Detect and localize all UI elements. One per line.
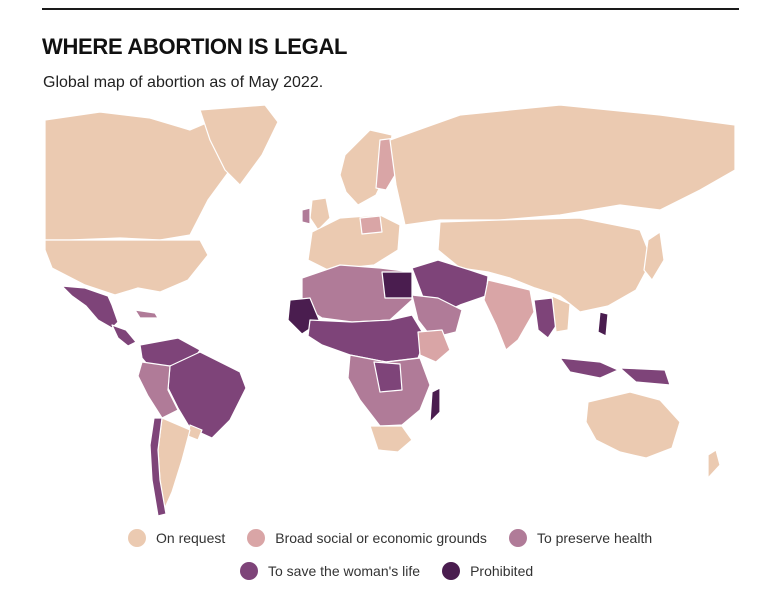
region-mexico <box>61 285 119 329</box>
legend-label: To preserve health <box>536 530 653 546</box>
legend-item-preserve-health: To preserve health <box>508 529 653 547</box>
region-japan <box>643 231 665 281</box>
region-caribbean <box>134 309 159 319</box>
region-philippines <box>597 311 609 337</box>
region-india <box>483 279 535 351</box>
page-subtitle: Global map of abortion as of May 2022. <box>43 74 324 91</box>
world-map <box>44 104 736 517</box>
region-thailand-vietnam <box>551 295 571 333</box>
legend-item-save-life: To save the woman's life <box>240 562 420 580</box>
legend-label: To save the woman's life <box>268 563 421 579</box>
region-peru-bolivia <box>137 361 179 419</box>
page-title: WHERE ABORTION IS LEGAL <box>42 34 348 59</box>
region-horn-of-africa <box>417 329 451 363</box>
region-australia <box>585 391 681 459</box>
region-sahel <box>307 314 427 363</box>
legend-row-2: To save the woman's life Prohibited <box>240 562 555 580</box>
legend-label: On request <box>156 530 226 546</box>
legend-item-prohibited: Prohibited <box>442 562 533 580</box>
legend-item-broad-grounds: Broad social or economic grounds <box>247 529 487 547</box>
region-ireland <box>301 207 311 225</box>
region-russia <box>389 104 736 226</box>
region-congo <box>373 361 403 393</box>
legend-label: Prohibited <box>470 563 534 579</box>
legend-row-1: On request Broad social or economic grou… <box>128 529 674 547</box>
top-rule <box>42 8 739 10</box>
region-indonesia <box>559 357 671 386</box>
region-madagascar <box>429 387 441 423</box>
region-brazil <box>167 351 247 439</box>
region-arabia <box>411 294 463 339</box>
legend-swatch <box>442 562 461 580</box>
legend-item-on-request: On request <box>128 529 225 547</box>
region-central-america <box>111 324 137 347</box>
legend-label: Broad social or economic grounds <box>275 530 487 546</box>
legend-swatch <box>240 562 258 580</box>
legend-swatch <box>128 529 146 547</box>
region-poland <box>359 215 383 235</box>
region-chile <box>149 417 167 517</box>
region-egypt <box>381 271 413 299</box>
region-southern-africa <box>369 425 413 453</box>
region-new-zealand <box>707 449 721 479</box>
region-greenland <box>199 104 279 186</box>
legend-swatch <box>247 529 266 547</box>
region-usa <box>44 239 209 296</box>
legend-swatch <box>508 529 527 547</box>
